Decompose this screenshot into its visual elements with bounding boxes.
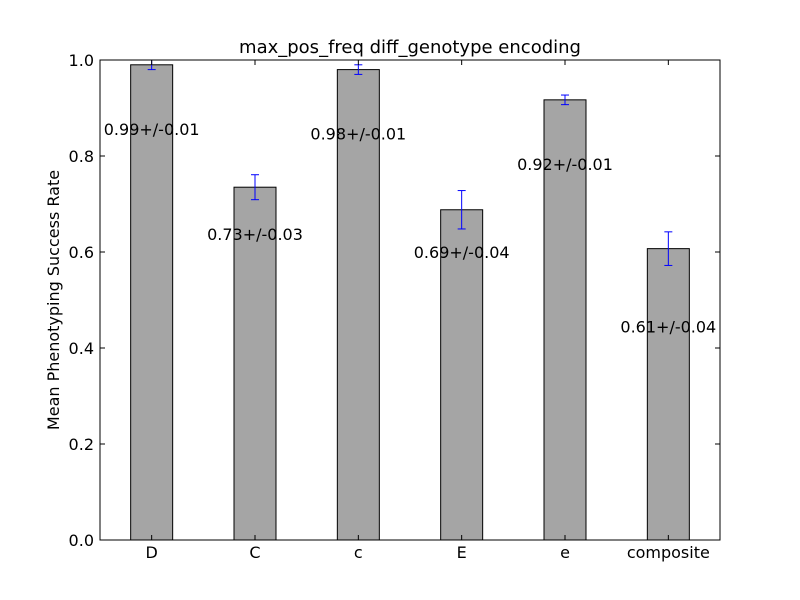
y-tick-label-0.4: 0.4: [69, 339, 94, 358]
y-tick-label-0.8: 0.8: [69, 147, 94, 166]
x-tick-label-c: c: [354, 543, 363, 562]
data-label-e: 0.92+/-0.01: [517, 155, 613, 174]
data-labels-layer: 0.99+/-0.01 0.73+/-0.03 0.98+/-0.01 0.69+/-…: [104, 120, 716, 337]
bar-e: [543, 99, 587, 541]
data-label-E: 0.69+/-0.04: [414, 243, 510, 262]
y-tick-label-0.6: 0.6: [69, 243, 94, 262]
x-tick-label-E: E: [457, 543, 467, 562]
x-tick-label-C: C: [249, 543, 260, 562]
x-tick-label-e: e: [560, 543, 570, 562]
bar-D: [130, 64, 174, 541]
chart-title: max_pos_freq diff_genotype encoding: [239, 37, 581, 58]
x-tick-label-composite: composite: [627, 543, 710, 562]
bar-composite: [646, 248, 690, 541]
bar-E: [440, 209, 484, 541]
data-label-C: 0.73+/-0.03: [207, 225, 303, 244]
data-label-composite: 0.61+/-0.04: [620, 318, 716, 337]
y-axis-label: Mean Phenotyping Success Rate: [44, 170, 63, 430]
plot-area-frame: [99, 59, 721, 541]
y-tick-label-1.0: 1.0: [69, 51, 94, 70]
y-tick-label-0.0: 0.0: [69, 531, 94, 550]
bar-C: [233, 186, 277, 541]
y-tick-label-0.2: 0.2: [69, 435, 94, 454]
data-label-D: 0.99+/-0.01: [104, 120, 200, 139]
x-tick-label-D: D: [146, 543, 158, 562]
bars-layer: [130, 64, 690, 541]
data-label-c: 0.98+/-0.01: [310, 125, 406, 144]
